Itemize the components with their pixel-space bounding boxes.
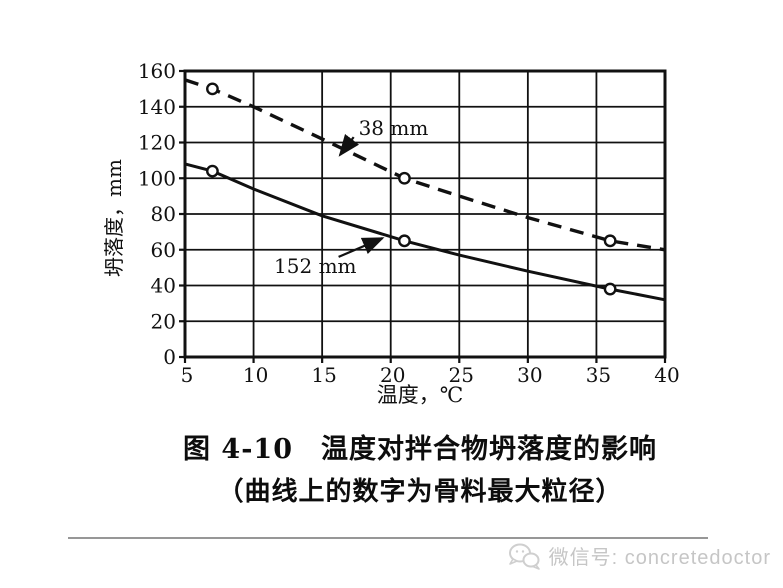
svg-text:20: 20 (380, 363, 405, 387)
figure-caption: 图 4-10 温度对拌合物坍落度的影响 （曲线上的数字为骨料最大粒径） (57, 434, 783, 507)
svg-text:10: 10 (243, 363, 268, 387)
grid-lines (184, 70, 666, 358)
wechat-icon (508, 543, 540, 570)
svg-text:5: 5 (181, 363, 194, 387)
watermark: 微信号: concretedoctor (507, 541, 771, 570)
figure-caption-note: （曲线上的数字为骨料最大粒径） (217, 477, 623, 507)
svg-text:140: 140 (138, 95, 176, 119)
x-axis-title: 温度，℃ (377, 383, 464, 407)
annotation-label: 38 mm (359, 116, 429, 140)
svg-text:80: 80 (151, 202, 176, 226)
data-point-marker (206, 82, 219, 96)
data-point-marker (603, 282, 617, 296)
svg-text:35: 35 (586, 363, 611, 387)
annotation-arrow (338, 237, 385, 258)
svg-text:25: 25 (449, 363, 474, 387)
slump-vs-temperature-chart: 5 10 15 20 25 30 35 40 0 20 40 60 80 100 120 140 160 38 m… (102, 59, 680, 407)
watermark-text: 微信号: concretedoctor (548, 547, 771, 569)
x-tick-labels: 5 10 15 20 25 30 35 40 (181, 363, 680, 387)
axis-ticks (179, 69, 667, 363)
svg-text:60: 60 (151, 238, 176, 262)
footer-divider (68, 537, 708, 539)
y-tick-labels: 0 20 40 60 80 100 120 140 160 (138, 59, 176, 369)
annotation-label: 152 mm (274, 254, 356, 278)
data-point-marker (398, 171, 411, 185)
svg-text:40: 40 (151, 274, 176, 298)
svg-text:120: 120 (138, 131, 176, 155)
figure-caption-title: 图 4-10 温度对拌合物坍落度的影响 (183, 434, 657, 465)
data-point-marker (206, 164, 219, 178)
annotation-arrow (338, 133, 360, 157)
data-point-marker (398, 234, 411, 248)
svg-text:15: 15 (311, 363, 336, 387)
svg-text:40: 40 (654, 363, 679, 387)
svg-text:20: 20 (151, 309, 176, 333)
svg-text:0: 0 (163, 345, 176, 369)
svg-text:30: 30 (517, 363, 542, 387)
svg-text:100: 100 (138, 166, 176, 190)
y-axis-title: 坍落度，mm (102, 159, 126, 277)
series-curve-38mm (184, 78, 666, 252)
data-point-marker (603, 234, 617, 248)
svg-text:160: 160 (138, 59, 176, 83)
